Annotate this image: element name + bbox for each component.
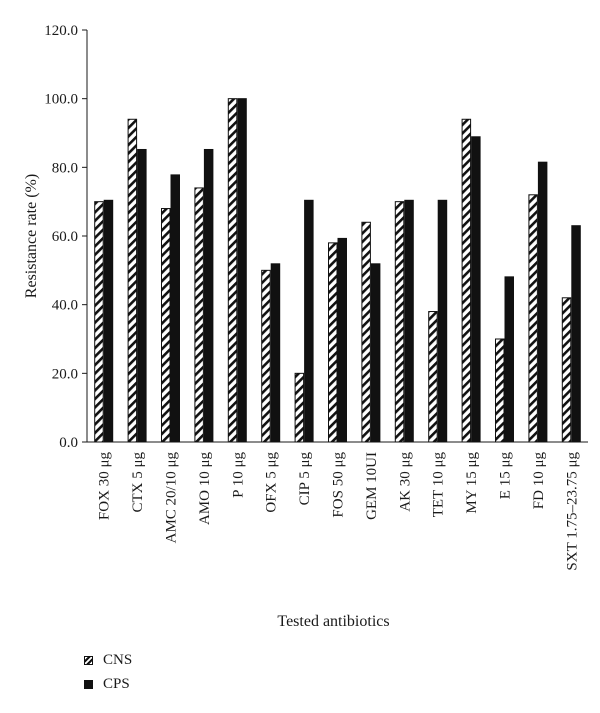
x-tick-label: CTX 5 μg: [130, 452, 146, 513]
bar-cns: [495, 338, 505, 443]
bar-cns: [428, 311, 438, 443]
bar-cps: [270, 263, 281, 443]
bar-cps: [370, 263, 381, 443]
bar-cns: [528, 194, 538, 443]
x-tick-label: OFX 5 μg: [264, 452, 280, 513]
x-tick-label: FD 10 μg: [531, 452, 547, 510]
x-tick-label: GEM 10UI: [364, 452, 380, 520]
bar-cps: [537, 161, 548, 443]
y-tick-label: 100.0: [44, 92, 78, 108]
x-tick-label: AMC 20/10 μg: [164, 452, 180, 544]
x-tick-label: MY 15 μg: [464, 452, 480, 514]
bar-cns: [161, 208, 171, 443]
bar-cns: [127, 118, 138, 443]
bar-cps: [471, 136, 481, 443]
bar-cps: [337, 237, 347, 443]
bar-cps: [404, 199, 414, 443]
bar-cps: [504, 276, 514, 443]
bars: [94, 98, 581, 443]
y-tick-label: 0.0: [59, 435, 78, 451]
x-tick-label: SXT 1.75–23.75 μg: [564, 452, 580, 571]
y-tick-label: 20.0: [52, 366, 78, 382]
bar-cns: [294, 372, 305, 443]
labels: 0.0 20.0 40.0 60.0 80.0 100.0 120.0 Resistance …: [23, 23, 580, 630]
legend-swatch-cps: [84, 679, 93, 689]
x-tick-label: AK 30 μg: [397, 452, 413, 512]
x-tick-label: TET 10 μg: [431, 452, 447, 518]
bar-cns: [328, 242, 338, 443]
bar-cns: [561, 297, 572, 443]
x-tick-label: AMO 10 μg: [197, 452, 213, 526]
x-tick-label: CIP 5 μg: [297, 452, 313, 506]
legend-item-cps: CPS: [84, 672, 132, 696]
bar-cps: [170, 174, 180, 443]
y-tick-label: 80.0: [52, 160, 78, 176]
bar-cns: [227, 98, 238, 443]
legend-label-cps: CPS: [103, 675, 130, 692]
x-tick-label: P 10 μg: [230, 452, 246, 498]
bar-cns: [94, 201, 104, 443]
x-tick-label: FOS 50 μg: [331, 452, 347, 518]
bar-cns: [194, 187, 204, 443]
y-tick-label: 60.0: [52, 229, 78, 245]
legend: CNS CPS: [84, 648, 132, 696]
bar-cns: [394, 201, 405, 443]
bar-cps: [437, 199, 448, 443]
y-axis-title: Resistance rate (%): [23, 174, 40, 298]
bar-cps: [237, 98, 247, 443]
legend-swatch-cns: [84, 655, 93, 665]
legend-item-cns: CNS: [84, 648, 132, 672]
bar-cns: [461, 118, 472, 443]
bar-cps: [137, 148, 147, 443]
bar-cns: [261, 269, 271, 443]
legend-label-cns: CNS: [103, 651, 133, 668]
bar-cps: [571, 225, 581, 443]
x-tick-label: FOX 30 μg: [97, 452, 113, 521]
bar-cns: [361, 221, 371, 443]
x-axis-title: Tested antibiotics: [277, 613, 389, 630]
bar-cps: [103, 199, 114, 443]
x-tick-label: E 15 μg: [498, 452, 514, 500]
y-tick-label: 40.0: [52, 298, 78, 314]
bar-cps: [304, 199, 314, 443]
bar-cps: [203, 148, 214, 443]
y-tick-label: 120.0: [44, 23, 78, 39]
